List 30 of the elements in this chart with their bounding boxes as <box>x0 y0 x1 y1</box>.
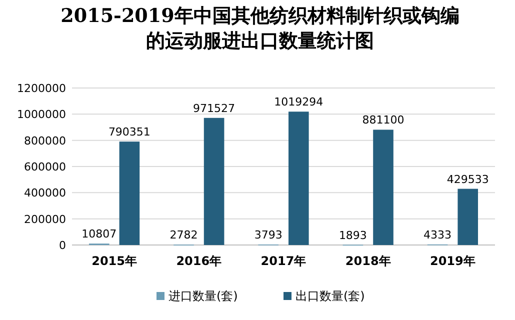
y-tick-label: 400000 <box>24 186 66 200</box>
x-tick-label: 2015年 <box>92 254 138 268</box>
y-tick-label: 800000 <box>24 134 66 148</box>
data-label: 3793 <box>254 228 282 242</box>
bar <box>204 118 224 245</box>
data-label: 4333 <box>424 228 452 242</box>
bar <box>458 188 478 245</box>
y-tick-label: 200000 <box>24 212 66 226</box>
y-tick-label: 0 <box>59 239 66 252</box>
data-label: 429533 <box>446 172 489 186</box>
bar <box>373 130 394 245</box>
y-tick-label: 1000000 <box>17 108 66 122</box>
data-label: 2782 <box>170 228 198 242</box>
y-tick-label: 1200000 <box>17 82 66 95</box>
data-label: 790351 <box>108 126 150 139</box>
data-label: 881100 <box>362 114 404 127</box>
y-tick-label: 600000 <box>24 160 66 174</box>
x-tick-label: 2019年 <box>430 254 476 268</box>
legend-label: 进口数量(套) <box>168 289 238 303</box>
bar <box>288 112 309 245</box>
bar <box>119 142 140 245</box>
data-label: 10807 <box>82 228 117 241</box>
legend-label: 出口数量(套) <box>296 289 365 303</box>
x-tick-label: 2018年 <box>345 254 391 268</box>
x-tick-label: 2017年 <box>260 254 306 268</box>
data-label: 971527 <box>193 102 236 115</box>
data-label: 1893 <box>338 228 367 242</box>
data-label: 1019294 <box>274 96 324 109</box>
x-tick-label: 2016年 <box>176 254 222 268</box>
chart-title: 2015-2019年中国其他纺织材料制针织或钩编的运动服进出口数量统计图 <box>60 4 460 54</box>
